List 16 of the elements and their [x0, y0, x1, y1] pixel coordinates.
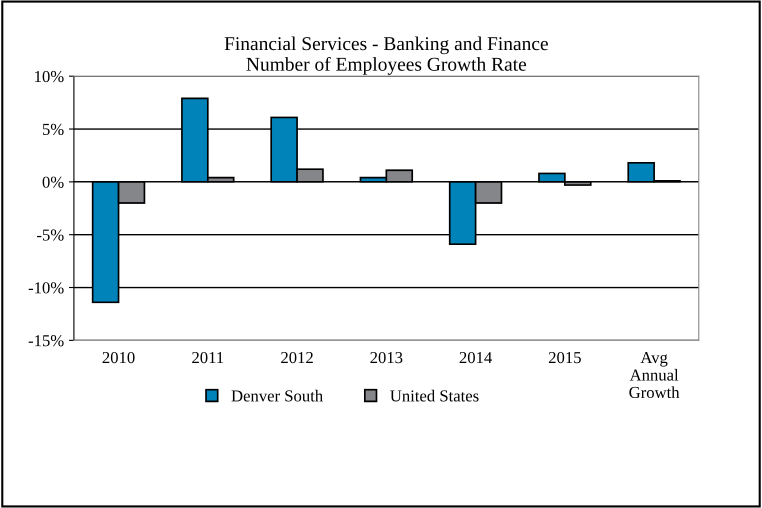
chart-title: Financial Services - Banking and Finance Number of Employees Growth Rate — [224, 36, 548, 75]
x-tick-label: 2014 — [460, 352, 492, 364]
x-tick-label: Avg Annual Growth — [629, 352, 680, 398]
y-tick-label: 0% — [42, 176, 64, 188]
x-tick-label: 2015 — [548, 352, 581, 364]
x-tick-label: 2012 — [281, 352, 313, 364]
x-tick-label: 2011 — [192, 352, 224, 364]
y-tick-label: -10% — [28, 282, 64, 294]
x-tick-label: 2010 — [102, 352, 135, 364]
y-tick-label: 10% — [35, 70, 64, 82]
legend-label: United States — [390, 390, 479, 402]
y-tick-label: -15% — [28, 335, 64, 346]
y-tick-label: -5% — [37, 229, 64, 241]
x-tick-label: 2013 — [370, 352, 402, 364]
legend-label: Denver South — [232, 390, 323, 402]
y-tick-label: 5% — [42, 124, 64, 136]
